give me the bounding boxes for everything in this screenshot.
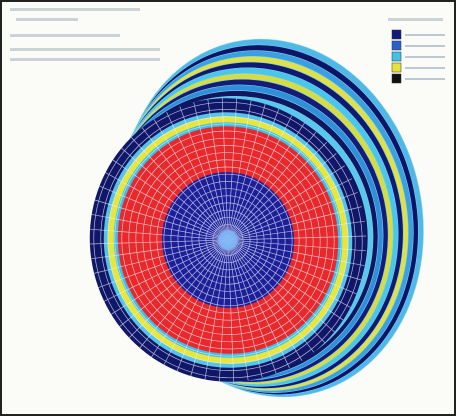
legend-swatch (391, 73, 402, 84)
legend-label-line (405, 67, 445, 69)
mesh-spoke (105, 172, 229, 241)
mesh-spoke (227, 141, 328, 241)
mesh-spoke (141, 127, 229, 241)
mesh-spoke (121, 147, 229, 241)
mesh-spoke (227, 100, 252, 241)
mesh-spoke (207, 99, 229, 241)
mesh-spoke (227, 103, 266, 241)
legend-label-line (405, 45, 445, 47)
mesh-spoke (139, 239, 229, 349)
mesh-spoke (227, 239, 290, 368)
mesh-spoke (89, 239, 229, 245)
mesh-spoke (227, 239, 249, 381)
legend-label-line (405, 34, 445, 36)
sphere-model (89, 38, 424, 398)
legend-label-line (405, 56, 445, 58)
mesh-spoke (193, 102, 229, 241)
mesh-spoke (151, 239, 229, 358)
mesh-spoke (111, 239, 229, 315)
mesh-spoke (227, 192, 358, 241)
mesh-spoke (227, 239, 366, 252)
mesh-spoke (99, 185, 229, 241)
mesh-spoke (90, 228, 229, 241)
mesh-spoke (227, 206, 362, 241)
mesh-spoke (218, 239, 229, 382)
mesh-spoke (153, 119, 229, 241)
mesh-spoke (128, 239, 229, 339)
legend-swatch (391, 29, 402, 40)
mesh-spoke (91, 239, 229, 260)
mesh-spoke (227, 239, 365, 266)
mesh-spoke (227, 239, 335, 333)
legend-label-line (405, 78, 445, 80)
mesh-spoke (112, 159, 229, 241)
mesh-spoke (221, 98, 229, 241)
mesh-spoke (227, 165, 345, 241)
mesh-spoke (227, 239, 235, 382)
mesh-spoke (227, 239, 351, 308)
mesh-spoke (204, 239, 229, 380)
legend (391, 29, 445, 84)
mesh-spoke (227, 239, 344, 321)
mesh-spoke (227, 239, 362, 281)
mesh-spoke (166, 112, 229, 241)
mesh-spoke (91, 214, 229, 241)
mesh-spoke (94, 239, 229, 274)
mesh-spoke (94, 199, 229, 241)
illegible-header-lines (10, 8, 443, 61)
legend-swatch (391, 40, 402, 51)
mesh-spoke (227, 239, 315, 353)
mesh-spoke (227, 178, 352, 241)
mesh-spoke (119, 239, 229, 327)
legend-swatch (391, 62, 402, 73)
mesh-spoke (227, 239, 325, 343)
mesh (89, 98, 367, 382)
mesh-spoke (176, 239, 229, 372)
mesh-spoke (163, 239, 229, 365)
mesh-spoke (227, 220, 365, 241)
mesh-spoke (227, 131, 317, 241)
legend-swatch (391, 51, 402, 62)
mesh-spoke (190, 239, 229, 377)
mesh-spoke (227, 239, 357, 295)
mesh-spoke (227, 115, 293, 241)
mesh-spoke (179, 106, 229, 241)
mesh-spoke (227, 239, 277, 374)
mesh-spoke (227, 98, 238, 241)
mesh-spoke (227, 235, 367, 241)
mesh-spoke (227, 122, 305, 241)
mesh-spoke (227, 239, 303, 361)
mesh-spoke (227, 108, 280, 241)
mesh-spoke (227, 153, 337, 241)
mesh-spoke (98, 239, 229, 288)
center-glow (218, 230, 238, 250)
mesh-spoke (104, 239, 229, 302)
mesh-spoke (227, 239, 263, 378)
mesh-spoke (131, 137, 229, 241)
